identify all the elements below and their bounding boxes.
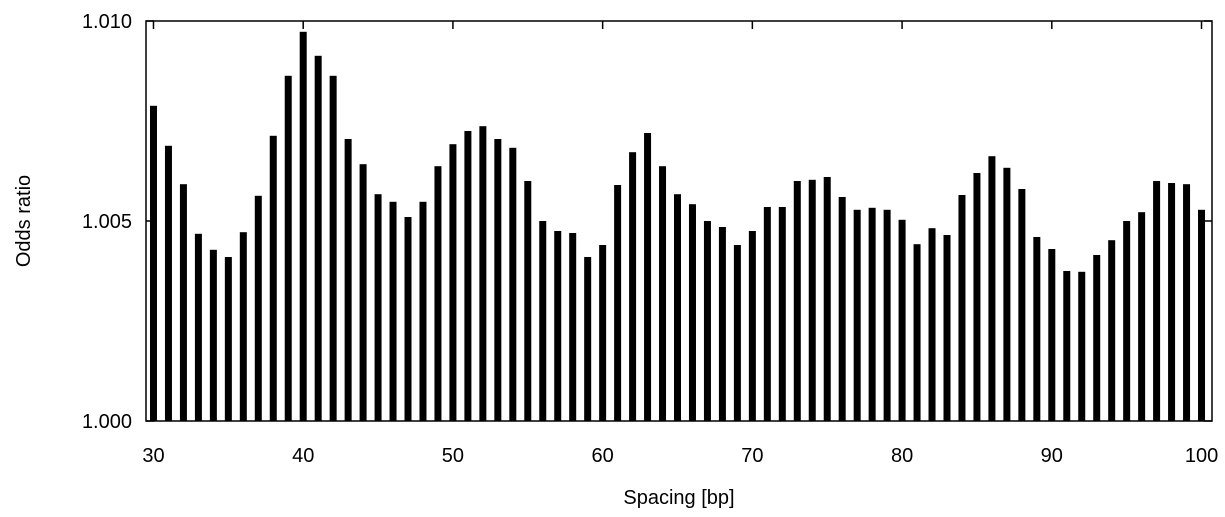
bar-spacing-55 xyxy=(524,181,532,421)
y-tick-label-0: 1.000 xyxy=(82,411,132,433)
bar-spacing-98 xyxy=(1168,183,1176,421)
bar-spacing-68 xyxy=(718,227,726,421)
bar-spacing-46 xyxy=(389,201,397,421)
bar-spacing-82 xyxy=(928,228,936,421)
bar-spacing-36 xyxy=(239,232,247,421)
bar-spacing-30 xyxy=(149,105,157,422)
bar-spacing-44 xyxy=(359,164,367,421)
bar-spacing-83 xyxy=(943,235,951,421)
bar-spacing-86 xyxy=(988,156,996,421)
bar-spacing-37 xyxy=(254,195,262,421)
bar-spacing-69 xyxy=(733,245,741,421)
bar-spacing-57 xyxy=(554,231,562,421)
bar-spacing-63 xyxy=(644,133,652,421)
bar-spacing-94 xyxy=(1108,240,1116,421)
bar-spacing-67 xyxy=(703,221,711,421)
bar-spacing-91 xyxy=(1063,271,1071,421)
bar-spacing-35 xyxy=(224,257,232,421)
bar-spacing-70 xyxy=(748,231,756,421)
y-tick-label-1: 1.005 xyxy=(82,211,132,233)
bar-spacing-93 xyxy=(1093,255,1101,421)
bar-spacing-39 xyxy=(284,75,292,422)
bar-spacing-51 xyxy=(464,131,472,421)
x-tick-label-40: 40 xyxy=(292,445,314,467)
bar-spacing-47 xyxy=(404,217,412,421)
bar-spacing-77 xyxy=(853,209,861,421)
bar-spacing-59 xyxy=(584,257,592,421)
bar-spacing-62 xyxy=(629,152,637,421)
bar-spacing-85 xyxy=(973,173,981,421)
x-tick-label-60: 60 xyxy=(592,445,614,467)
bar-spacing-45 xyxy=(374,194,382,421)
bar-spacing-64 xyxy=(659,166,667,421)
bar-spacing-65 xyxy=(674,194,682,421)
plot-frame xyxy=(145,20,1213,422)
bar-spacing-66 xyxy=(688,204,696,421)
bar-spacing-95 xyxy=(1123,221,1131,421)
tick-labels-group: 30 40 50 60 70 80 90 100 1.000 1.005 1.010 xyxy=(82,11,1218,467)
bar-spacing-89 xyxy=(1033,237,1041,421)
x-tick-label-80: 80 xyxy=(891,445,913,467)
bar-spacing-38 xyxy=(269,135,277,422)
x-tick-label-100: 100 xyxy=(1185,445,1218,467)
bar-spacing-53 xyxy=(494,139,502,421)
bar-spacing-52 xyxy=(479,126,487,421)
bar-spacing-33 xyxy=(194,233,202,421)
bar-spacing-79 xyxy=(883,209,891,421)
bar-spacing-49 xyxy=(434,166,442,421)
y-axis-label: Odds ratio xyxy=(13,175,35,267)
bar-spacing-40 xyxy=(299,31,307,422)
bar-spacing-41 xyxy=(314,55,322,422)
bar-spacing-58 xyxy=(569,233,577,421)
bars-group xyxy=(149,31,1206,422)
bar-spacing-61 xyxy=(614,185,622,421)
bar-spacing-56 xyxy=(539,221,547,421)
bar-spacing-43 xyxy=(344,139,352,421)
bar-spacing-90 xyxy=(1048,249,1056,421)
bar-spacing-76 xyxy=(838,197,846,421)
x-axis-label: Spacing [bp] xyxy=(623,487,734,509)
x-tick-label-30: 30 xyxy=(142,445,164,467)
bar-spacing-87 xyxy=(1003,167,1011,421)
bar-spacing-48 xyxy=(419,201,427,421)
bar-spacing-71 xyxy=(763,207,771,421)
bar-spacing-32 xyxy=(179,184,187,421)
bar-spacing-84 xyxy=(958,195,966,421)
bar-spacing-75 xyxy=(823,177,831,421)
bar-spacing-60 xyxy=(599,245,607,421)
bar-spacing-42 xyxy=(329,75,337,422)
x-tick-label-50: 50 xyxy=(442,445,464,467)
bar-spacing-96 xyxy=(1138,212,1146,421)
bar-spacing-81 xyxy=(913,244,921,421)
bar-spacing-74 xyxy=(808,179,816,421)
y-tick-label-2: 1.010 xyxy=(82,11,132,33)
bar-spacing-99 xyxy=(1183,184,1191,421)
bar-spacing-54 xyxy=(509,147,517,422)
bar-spacing-78 xyxy=(868,207,876,421)
bar-spacing-97 xyxy=(1153,181,1161,421)
bar-spacing-73 xyxy=(793,181,801,421)
bar-spacing-72 xyxy=(778,207,786,421)
bar-spacing-80 xyxy=(898,219,906,421)
bar-spacing-34 xyxy=(209,249,217,421)
x-tick-label-70: 70 xyxy=(741,445,763,467)
bar-spacing-92 xyxy=(1078,271,1086,421)
x-tick-label-90: 90 xyxy=(1041,445,1063,467)
bar-spacing-50 xyxy=(449,144,457,421)
bar-spacing-100 xyxy=(1198,209,1206,421)
bar-spacing-31 xyxy=(164,145,172,422)
bar-spacing-88 xyxy=(1018,189,1026,421)
